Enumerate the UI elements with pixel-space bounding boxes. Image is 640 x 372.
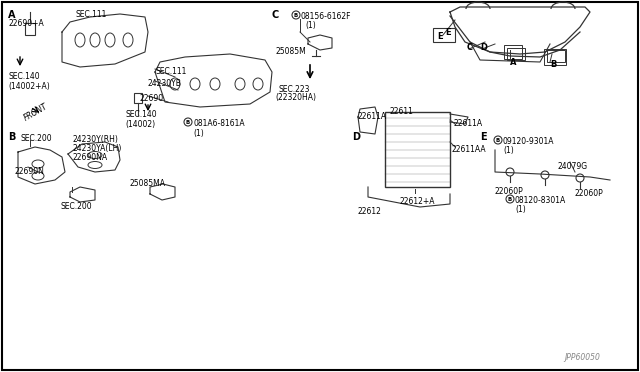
Bar: [433, 28, 455, 42]
Text: SEC.223: SEC.223: [279, 85, 310, 94]
Text: 08120-8301A: 08120-8301A: [515, 196, 566, 205]
Text: 24230YA(LH): 24230YA(LH): [72, 144, 122, 153]
Text: D: D: [352, 132, 360, 142]
Text: 22690NA: 22690NA: [72, 153, 107, 162]
Text: D: D: [480, 42, 487, 51]
Text: B: B: [186, 119, 190, 125]
Bar: [544, 49, 566, 65]
Text: 22060P: 22060P: [495, 187, 524, 196]
Bar: [547, 50, 565, 62]
Bar: [385, 112, 450, 187]
Text: 22611: 22611: [390, 107, 414, 116]
Text: 22611A: 22611A: [358, 112, 387, 121]
Text: (1): (1): [305, 21, 316, 30]
Text: SEC.111: SEC.111: [75, 10, 106, 19]
Text: SEC.111: SEC.111: [155, 67, 186, 76]
Bar: [25, 23, 35, 35]
Text: 24079G: 24079G: [558, 162, 588, 171]
Text: 22611AA: 22611AA: [452, 145, 486, 154]
Text: 081A6-8161A
(1): 081A6-8161A (1): [193, 119, 244, 138]
Bar: [504, 45, 522, 59]
Bar: [134, 93, 142, 103]
Text: C: C: [272, 10, 279, 20]
Text: B: B: [8, 132, 15, 142]
Text: 24230Y(RH): 24230Y(RH): [72, 135, 118, 144]
Text: 24230YB: 24230YB: [148, 79, 182, 88]
Text: JPP60050: JPP60050: [564, 353, 600, 362]
Text: 22690+A: 22690+A: [8, 19, 44, 28]
Text: FRONT: FRONT: [22, 102, 49, 123]
Text: B: B: [508, 196, 512, 202]
Bar: [507, 48, 525, 60]
Text: B: B: [294, 13, 298, 17]
Text: 22690: 22690: [140, 94, 164, 103]
Text: (22320HA): (22320HA): [275, 93, 316, 102]
Text: SEC.200: SEC.200: [20, 134, 52, 143]
Text: SEC.200: SEC.200: [60, 202, 92, 211]
Text: 25085MA: 25085MA: [130, 179, 166, 188]
Text: 22690N: 22690N: [14, 167, 44, 176]
Text: 25085M: 25085M: [276, 47, 307, 56]
Text: C: C: [467, 42, 473, 51]
Text: A: A: [510, 58, 516, 67]
Text: E: E: [437, 32, 443, 41]
Text: 22612: 22612: [358, 207, 382, 216]
Text: SEC.140
(14002): SEC.140 (14002): [125, 110, 157, 129]
Text: (1): (1): [503, 146, 514, 155]
Text: E: E: [480, 132, 486, 142]
Text: (1): (1): [515, 205, 525, 214]
Text: 09120-9301A: 09120-9301A: [503, 137, 554, 146]
Text: B: B: [496, 138, 500, 142]
Text: A: A: [8, 10, 15, 20]
Text: SEC.140
(14002+A): SEC.140 (14002+A): [8, 72, 50, 92]
Text: 22611A: 22611A: [454, 119, 483, 128]
Text: 22060P: 22060P: [575, 189, 604, 198]
Text: B: B: [550, 60, 556, 68]
Text: 22612+A: 22612+A: [400, 197, 435, 206]
Text: E: E: [445, 28, 451, 36]
Text: 08156-6162F: 08156-6162F: [301, 12, 351, 21]
